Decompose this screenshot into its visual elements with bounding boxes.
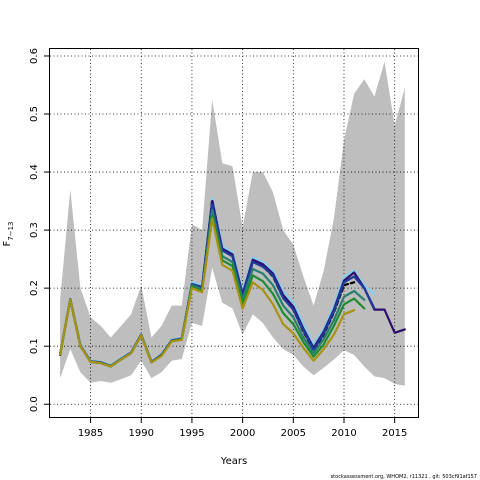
- x-tick-label: 2015: [382, 428, 407, 439]
- x-tick-label: 2005: [281, 428, 306, 439]
- y-tick-label: 0.3: [29, 222, 40, 238]
- x-tick-label: 2000: [230, 428, 255, 439]
- confidence-band: [60, 61, 405, 386]
- x-tick-label: 1985: [78, 428, 103, 439]
- plot-frame: [49, 48, 419, 418]
- y-tick-label: 0.5: [29, 106, 40, 122]
- x-axis-title: Years: [220, 456, 247, 467]
- confidence-band-layer: [60, 61, 405, 386]
- y-axis-title-subscript: 7−13: [7, 222, 15, 241]
- y-tick-label: 0.2: [29, 280, 40, 296]
- x-tick-label: 1990: [129, 428, 154, 439]
- footer-note: stockassessment.org, WHOM2, r11321 , git…: [331, 474, 477, 480]
- series-line-7: [59, 217, 356, 368]
- series-layer: [59, 197, 406, 368]
- y-tick-label: 0.1: [29, 338, 40, 354]
- y-axis-title-main: F: [2, 241, 13, 247]
- x-tick-label: 1995: [179, 428, 204, 439]
- y-axis-title: F7−13: [2, 222, 15, 247]
- y-tick-label: 0.0: [29, 396, 40, 412]
- x-tick-label: 2010: [331, 428, 356, 439]
- axis-layer: 1985 1990 1995 2000 2005 2010 2015 0.0 0.1 0.2 0.3…: [29, 48, 407, 439]
- y-tick-label: 0.4: [29, 164, 40, 180]
- y-tick-label: 0.6: [29, 48, 40, 64]
